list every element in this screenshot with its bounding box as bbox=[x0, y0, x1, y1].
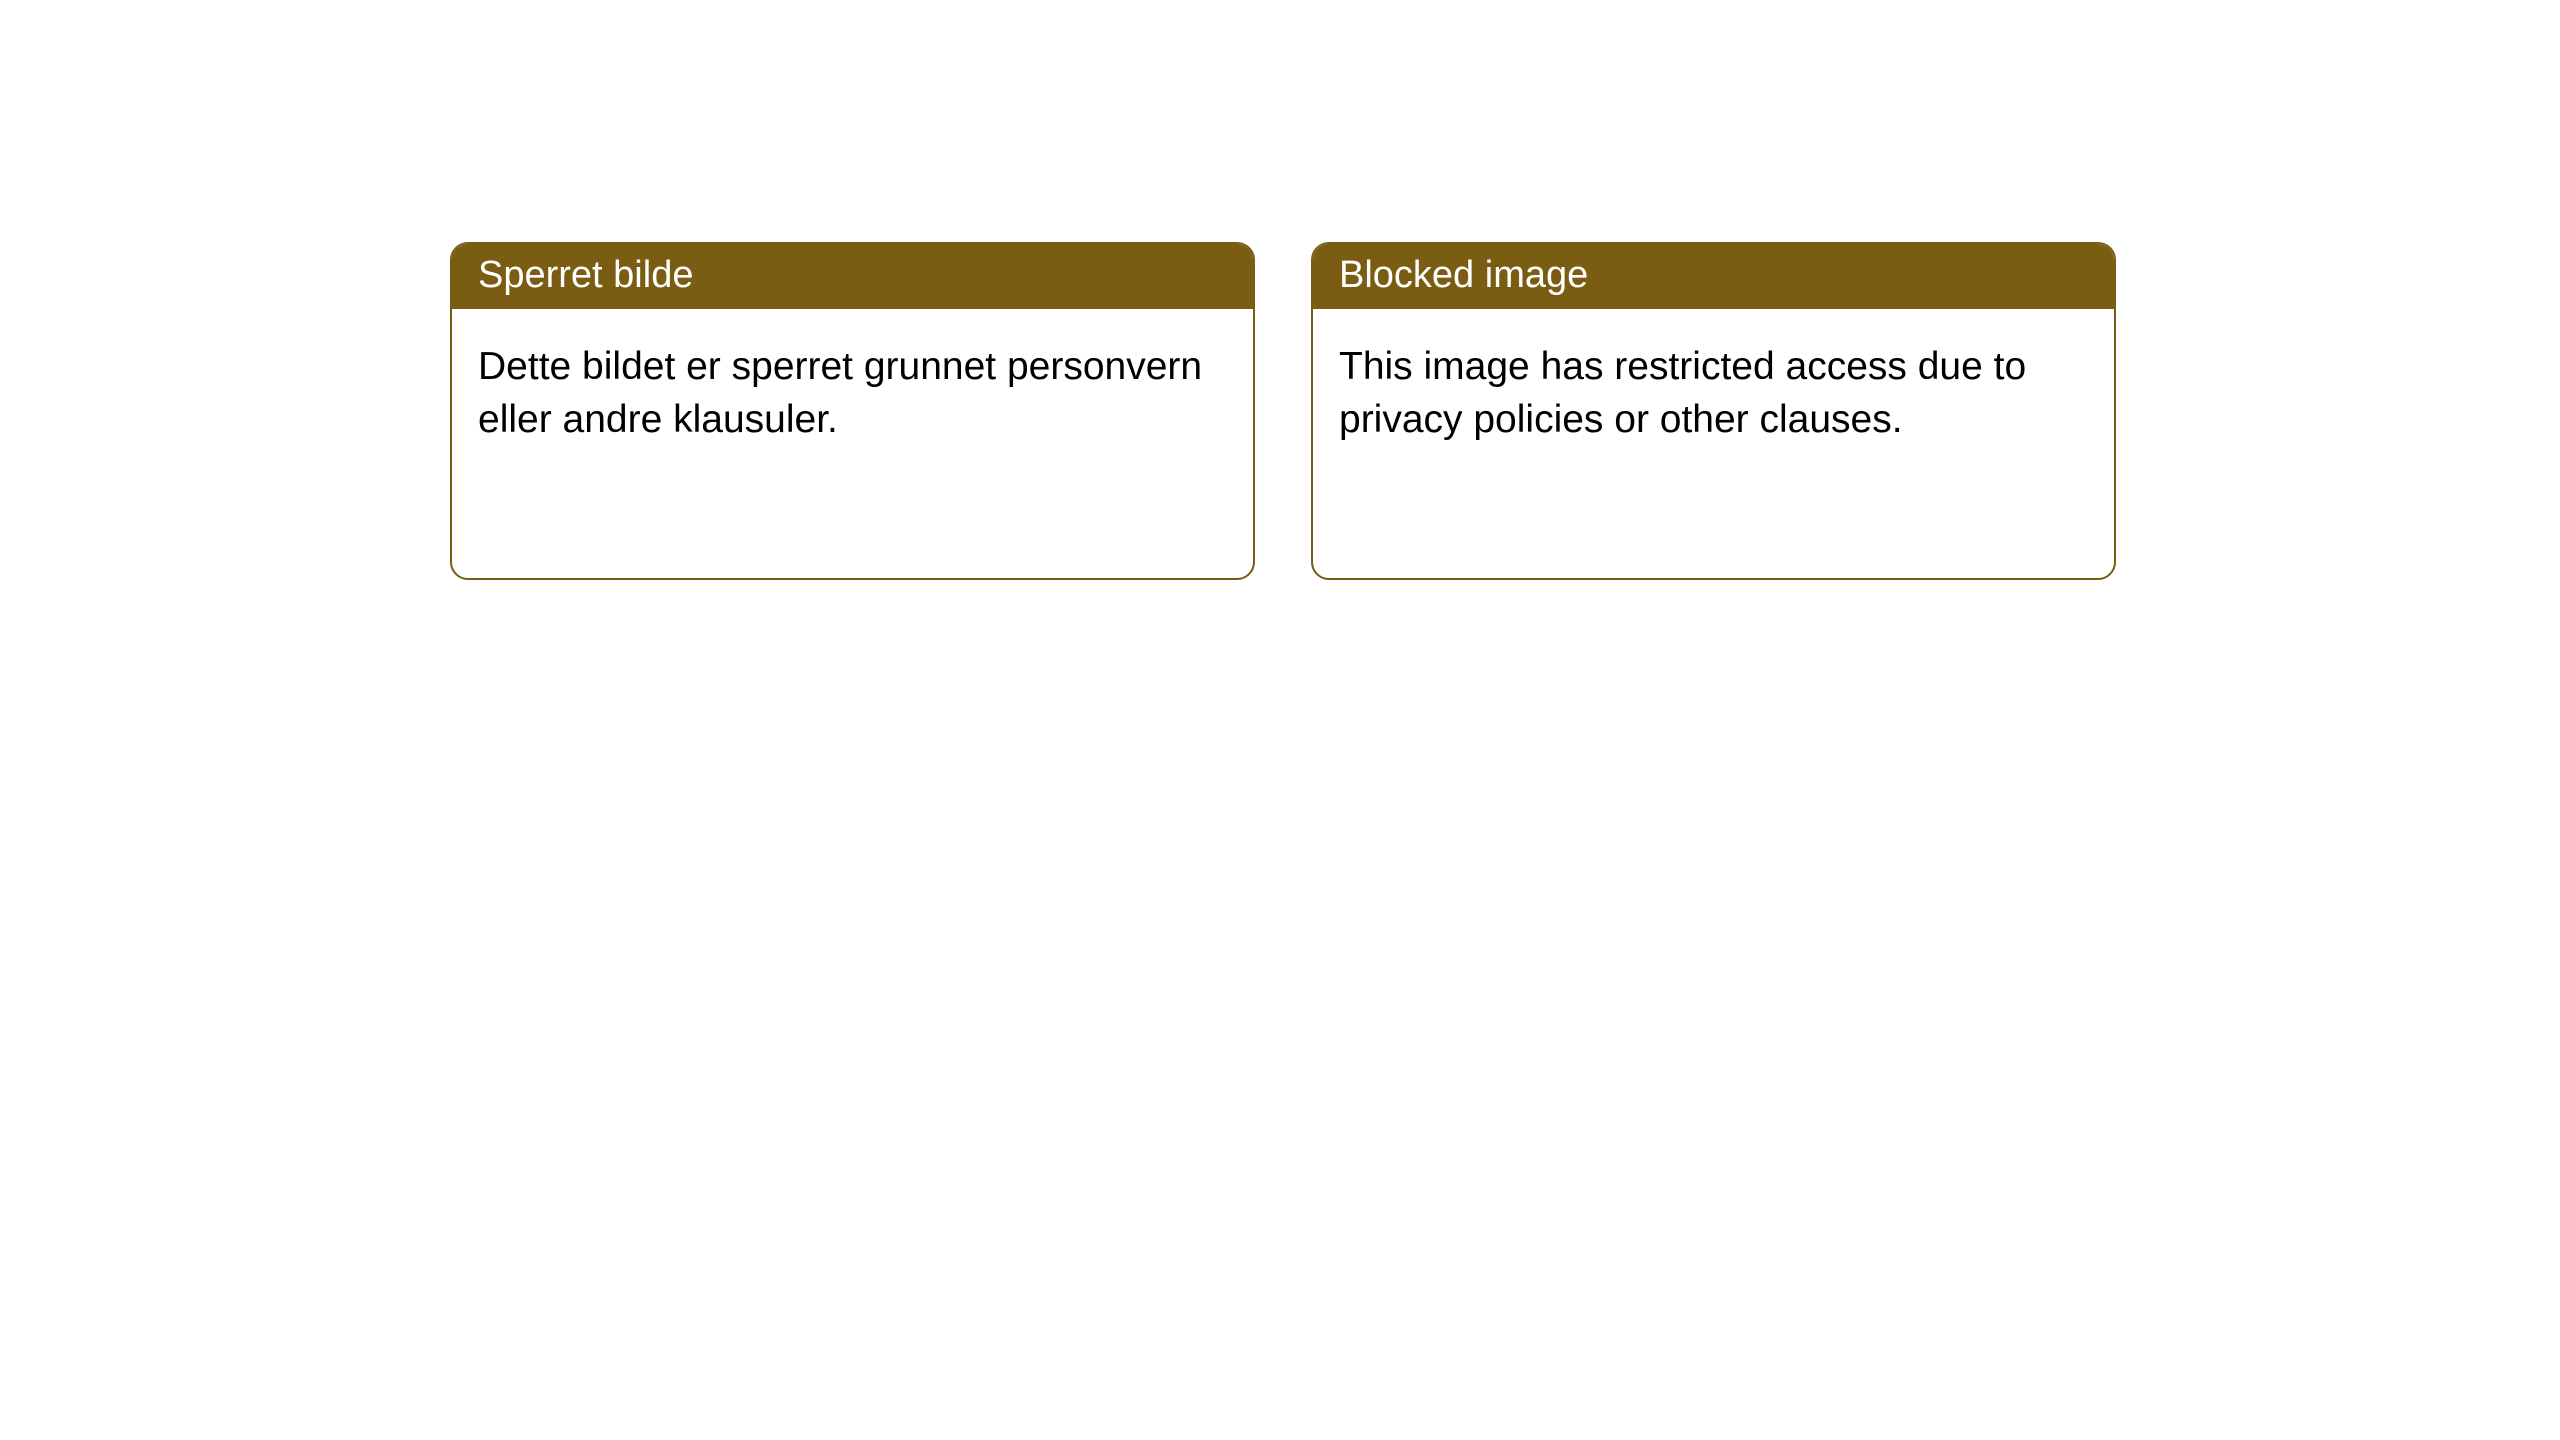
notice-card-title: Blocked image bbox=[1313, 244, 2114, 309]
notice-container: Sperret bilde Dette bildet er sperret gr… bbox=[0, 0, 2560, 580]
notice-card-body: This image has restricted access due to … bbox=[1313, 309, 2114, 478]
notice-card-body: Dette bildet er sperret grunnet personve… bbox=[452, 309, 1253, 478]
notice-card-norwegian: Sperret bilde Dette bildet er sperret gr… bbox=[450, 242, 1255, 580]
notice-card-title: Sperret bilde bbox=[452, 244, 1253, 309]
notice-card-english: Blocked image This image has restricted … bbox=[1311, 242, 2116, 580]
